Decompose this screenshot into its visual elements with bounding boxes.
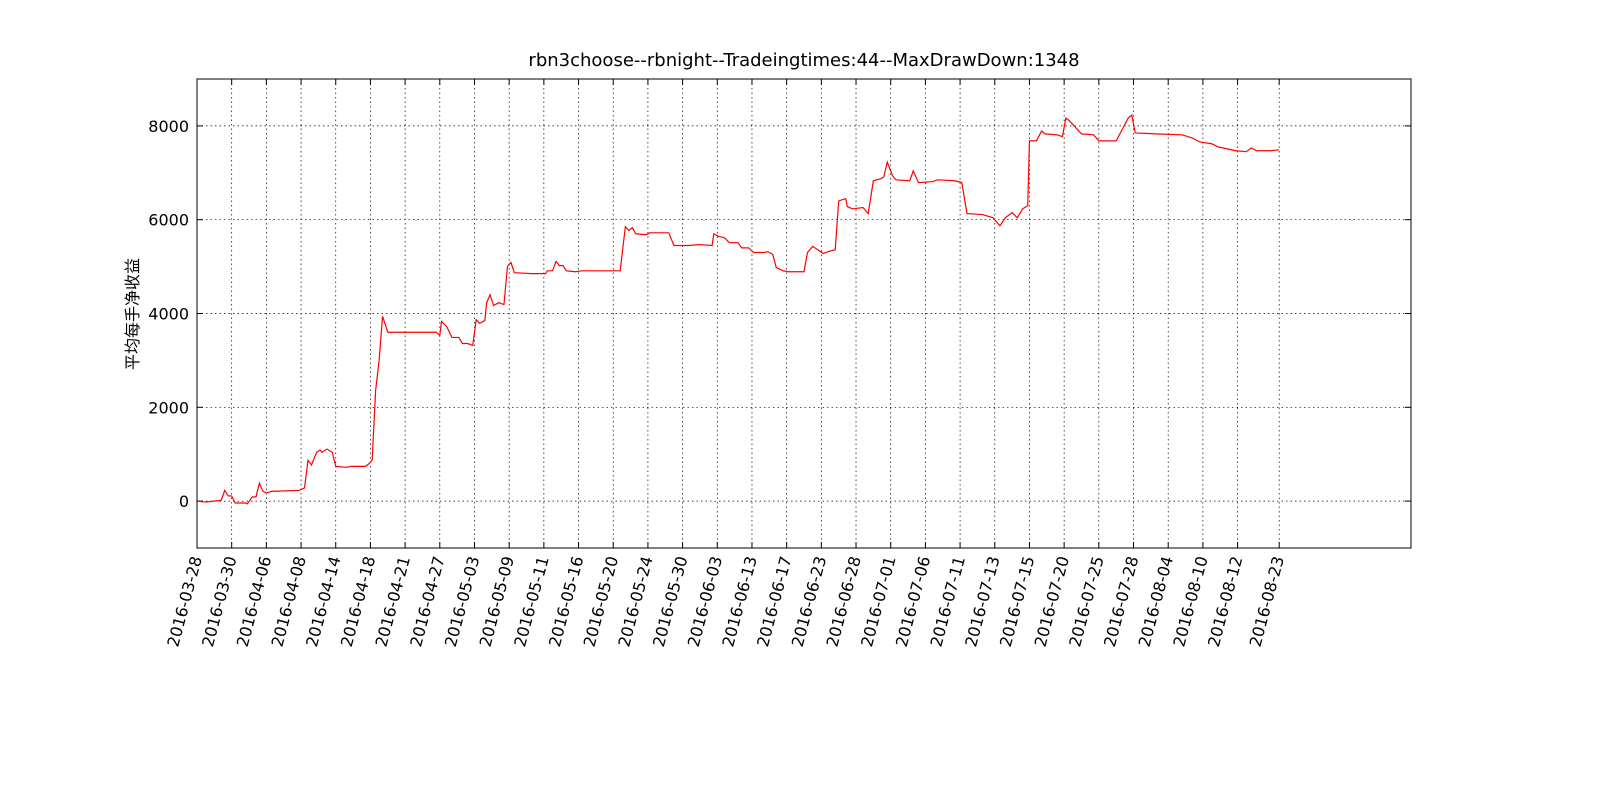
x-tick-label: 2016-04-06 [233, 554, 275, 649]
x-tick-label: 2016-08-04 [1135, 554, 1177, 649]
x-tick-label: 2016-04-21 [372, 554, 414, 649]
x-tick-label: 2016-04-14 [302, 554, 344, 649]
x-tick-label: 2016-07-06 [892, 554, 934, 649]
x-tick-label: 2016-03-28 [163, 554, 205, 649]
y-axis-label: 平均每手净收益 [123, 258, 142, 370]
x-tick-label: 2016-08-10 [1169, 554, 1211, 649]
x-tick-label: 2016-04-08 [268, 554, 310, 649]
x-tick-label: 2016-06-23 [788, 554, 830, 649]
x-tick-label: 2016-05-30 [649, 554, 691, 649]
y-tick-label: 0 [179, 492, 189, 511]
x-tick-label: 2016-05-20 [580, 554, 622, 649]
x-tick-label: 2016-08-12 [1204, 554, 1246, 649]
x-tick-label: 2016-06-17 [753, 554, 795, 649]
y-tick-label: 2000 [148, 398, 189, 417]
x-tick-label: 2016-08-23 [1246, 554, 1288, 649]
x-tick-label: 2016-04-18 [337, 554, 379, 649]
x-tick-label: 2016-06-03 [684, 554, 726, 649]
x-tick-label: 2016-04-27 [406, 554, 448, 649]
x-tick-label: 2016-05-24 [614, 554, 656, 649]
y-tick-label: 6000 [148, 211, 189, 230]
x-tick-label: 2016-05-11 [510, 554, 552, 649]
x-tick-label: 2016-07-01 [857, 554, 899, 649]
x-tick-label: 2016-06-13 [718, 554, 760, 649]
chart-title: rbn3choose--rbnight--Tradeingtimes:44--M… [528, 50, 1079, 71]
x-tick-label: 2016-07-20 [1031, 554, 1073, 649]
x-tick-label: 2016-07-15 [996, 554, 1038, 649]
plot-frame [196, 78, 1412, 549]
x-tick-label: 2016-05-09 [476, 554, 518, 649]
x-tick-label: 2016-07-28 [1100, 554, 1142, 649]
x-tick-label: 2016-07-13 [961, 554, 1003, 649]
data-line [196, 114, 1280, 505]
y-tick-label: 8000 [148, 117, 189, 136]
y-tick-label: 4000 [148, 305, 189, 324]
x-tick-label: 2016-06-28 [822, 554, 864, 649]
x-tick-label: 2016-05-16 [545, 554, 587, 649]
x-tick-label: 2016-07-25 [1065, 554, 1107, 649]
x-tick-label: 2016-07-11 [927, 554, 969, 649]
x-tick-label: 2016-05-03 [441, 554, 483, 649]
x-tick-label: 2016-03-30 [198, 554, 240, 649]
